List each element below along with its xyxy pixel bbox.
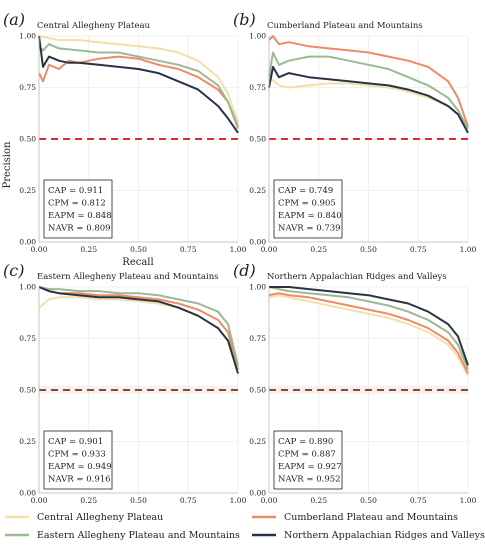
auc-annotation-cpm: CPM = 0.933 xyxy=(48,450,106,460)
x-tick-label: 0.50 xyxy=(130,496,147,505)
auc-annotation-navr: NAVR = 0.739 xyxy=(278,224,341,234)
x-tick-label: 0.75 xyxy=(180,245,197,254)
x-tick-label: 1.00 xyxy=(460,496,477,505)
auc-annotation-eapm: EAPM = 0.848 xyxy=(48,211,112,221)
y-tick-label: 0.75 xyxy=(19,83,36,92)
panel-letter: (c) xyxy=(3,261,24,280)
series-line-eapm xyxy=(38,43,239,130)
y-tick-label: 0.75 xyxy=(19,334,36,343)
series-line-navr xyxy=(38,286,239,374)
x-tick-label: 0.75 xyxy=(410,496,427,505)
y-tick-label: 0.75 xyxy=(249,83,266,92)
panel-title: Eastern Allegheny Plateau and Mountains xyxy=(37,272,219,282)
y-tick-label: 0.50 xyxy=(19,386,36,395)
panel-a: 0.000.00 0.25 0.25 0.50 0.50 0.75 0.75 1.00 1.00… xyxy=(3,10,247,254)
x-tick-label: 0.00 xyxy=(261,496,278,505)
y-tick-label: 0.00 xyxy=(19,489,36,498)
panel-title: Cumberland Plateau and Mountains xyxy=(267,21,423,31)
auc-annotation-cap: CAP = 0.901 xyxy=(48,437,103,447)
auc-annotation-cpm: CPM = 0.887 xyxy=(278,450,336,460)
panel-letter: (b) xyxy=(233,10,256,29)
series-line-cpm xyxy=(268,292,469,374)
y-tick-label: 0.00 xyxy=(19,238,36,247)
panels-container: 0.000.000.250.250.500.500.750.751.001.00… xyxy=(3,10,477,505)
auc-annotation-eapm: EAPM = 0.927 xyxy=(278,462,342,472)
auc-annotation-cpm: CPM = 0.812 xyxy=(48,199,106,209)
x-tick-label: 0.50 xyxy=(360,245,377,254)
y-tick-label: 1.00 xyxy=(249,283,266,292)
x-tick-label: 0.25 xyxy=(310,496,327,505)
y-tick-label: 0.50 xyxy=(249,135,266,144)
auc-annotation-navr: NAVR = 0.916 xyxy=(48,475,111,485)
series-line-eapm xyxy=(268,286,469,370)
series-line-cpm xyxy=(38,55,239,127)
series-line-cap xyxy=(38,35,239,123)
x-tick-label: 0.25 xyxy=(80,245,97,254)
auc-annotation-cpm: CPM = 0.905 xyxy=(278,199,336,209)
legend: Central Allegheny Plateau Cumberland Plat… xyxy=(5,512,485,541)
series-line-eapm xyxy=(268,51,469,130)
y-tick-label: 0.25 xyxy=(249,437,266,446)
y-tick-label: 0.75 xyxy=(249,334,266,343)
x-tick-label: 1.00 xyxy=(230,245,247,254)
y-tick-label: 0.00 xyxy=(249,489,266,498)
auc-annotation-box xyxy=(273,179,343,239)
y-tick-label: 0.00 xyxy=(249,238,266,247)
x-tick-label: 0.50 xyxy=(360,496,377,505)
y-axis-label: Precision xyxy=(2,141,13,189)
x-tick-label: 0.50 xyxy=(130,245,147,254)
panel-b: 0.000.00 0.25 0.25 0.50 0.50 0.75 0.75 1.00 1.00… xyxy=(233,10,477,254)
auc-annotation-eapm: EAPM = 0.840 xyxy=(278,211,342,221)
y-tick-label: 1.00 xyxy=(249,32,266,41)
series-line-eapm xyxy=(38,286,239,366)
x-tick-label: 0.75 xyxy=(410,245,427,254)
x-tick-label: 0.25 xyxy=(310,245,327,254)
auc-annotation-cap: CAP = 0.890 xyxy=(278,437,333,447)
legend-label-cpm: Cumberland Plateau and Mountains xyxy=(284,512,458,523)
x-tick-label: 0.75 xyxy=(180,496,197,505)
panel-letter: (d) xyxy=(233,261,256,280)
series-line-navr xyxy=(269,286,469,366)
x-tick-label: 1.00 xyxy=(230,496,247,505)
legend-label-cap: Central Allegheny Plateau xyxy=(37,512,163,523)
auc-annotation-cap: CAP = 0.911 xyxy=(48,186,103,196)
series-line-cap xyxy=(268,294,469,377)
legend-label-navr: Northern Appalachian Ridges and Valleys xyxy=(284,530,485,541)
series-line-navr xyxy=(38,35,239,134)
x-tick-label: 0.00 xyxy=(261,245,278,254)
auc-annotation-box xyxy=(43,430,113,490)
x-tick-label: 0.25 xyxy=(80,496,97,505)
panel-c: 0.000.00 0.25 0.25 0.50 0.50 0.75 0.75 1.00 1.00… xyxy=(3,261,247,505)
auc-annotation-box xyxy=(273,430,343,490)
auc-annotation-navr: NAVR = 0.809 xyxy=(48,224,111,234)
y-tick-label: 0.25 xyxy=(19,437,36,446)
x-tick-label: 0.00 xyxy=(31,496,48,505)
y-tick-label: 0.50 xyxy=(19,135,36,144)
y-tick-label: 0.25 xyxy=(19,186,36,195)
panel-d: 0.000.00 0.25 0.25 0.50 0.50 0.75 0.75 1.00 1.00… xyxy=(233,261,477,505)
legend-label-eapm: Eastern Allegheny Plateau and Mountains xyxy=(37,530,240,541)
auc-annotation-box xyxy=(43,179,113,239)
y-tick-label: 1.00 xyxy=(19,32,36,41)
auc-annotation-cap: CAP = 0.749 xyxy=(278,186,333,196)
series-line-cpm xyxy=(268,35,469,127)
x-axis-label: Recall xyxy=(122,257,153,268)
auc-annotation-navr: NAVR = 0.952 xyxy=(278,475,341,485)
panel-title: Central Allegheny Plateau xyxy=(37,21,151,31)
auc-annotation-eapm: EAPM = 0.949 xyxy=(48,462,112,472)
y-tick-label: 0.50 xyxy=(249,386,266,395)
x-tick-label: 0.00 xyxy=(31,245,48,254)
x-tick-label: 1.00 xyxy=(460,245,477,254)
y-tick-label: 1.00 xyxy=(19,283,36,292)
panel-letter: (a) xyxy=(3,10,25,29)
panel-title: Northern Appalachian Ridges and Valleys xyxy=(267,272,447,282)
y-tick-label: 0.25 xyxy=(249,186,266,195)
series-line-navr xyxy=(268,65,469,134)
